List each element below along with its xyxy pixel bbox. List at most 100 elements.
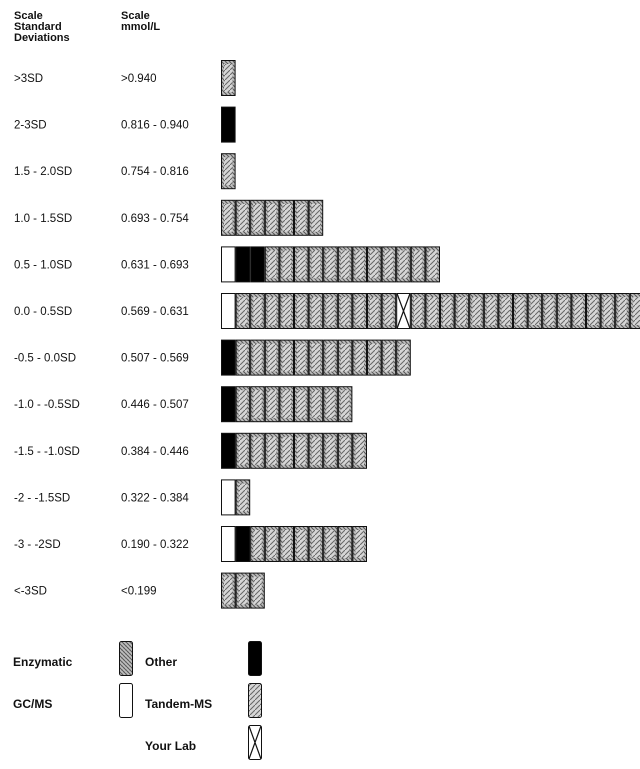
bar-segment-texture — [472, 297, 481, 325]
bar-segment-texture — [238, 390, 248, 419]
legend-enzymatic-swatch — [119, 641, 133, 676]
sd-tick-label: 1.5 - 2.0SD — [14, 166, 72, 178]
bar-segment-texture — [282, 203, 291, 232]
legend-other-label: Other — [145, 655, 178, 669]
bar-segment-texture — [311, 390, 321, 419]
bar-segment-texture — [297, 530, 306, 558]
bar-segment-texture — [326, 343, 335, 372]
range-tick-label: 0.322 - 0.384 — [121, 492, 189, 504]
bar-segment-other — [221, 386, 236, 423]
sd-tick-label: 0.5 - 1.0SD — [14, 259, 72, 271]
bar-segment-gcms — [221, 526, 236, 562]
bar-segment-texture — [282, 436, 291, 465]
bar-segment-gcms — [221, 479, 236, 516]
bar-segment-texture — [370, 250, 379, 279]
range-tick-label: 0.693 - 0.754 — [121, 213, 189, 225]
sd-column-header: Scale Standard Deviations — [14, 10, 70, 44]
range-tick-label: 0.190 - 0.322 — [121, 539, 189, 551]
legend-yourlab-cross — [248, 725, 262, 760]
bar-segment-other — [221, 339, 236, 376]
bar-segment-texture — [355, 343, 364, 372]
bar-segment-texture — [224, 576, 233, 605]
sd-tick-label: 1.0 - 1.5SD — [14, 213, 72, 225]
bar-segment-texture — [224, 64, 233, 92]
bar-segment-texture — [326, 297, 335, 325]
bar-segment-texture — [224, 203, 233, 232]
bar-segment-texture — [311, 203, 321, 232]
bar-segment-other — [235, 526, 251, 562]
bar-segment-texture — [486, 297, 496, 325]
bar-segment-texture — [340, 530, 350, 558]
bar-segment-texture — [355, 436, 364, 465]
bar-segment-texture — [311, 530, 321, 558]
conc-column-header: Scale mmol/L — [121, 10, 161, 33]
bar-segment-texture — [238, 203, 248, 232]
bar-segment-texture — [501, 297, 510, 325]
bar-segment-texture — [384, 343, 394, 372]
bar-segment-texture — [428, 297, 437, 325]
bar-segment-texture — [238, 576, 248, 605]
bar-segment-other — [221, 432, 236, 469]
bar-segment-texture — [457, 297, 467, 325]
bar-segment-texture — [238, 483, 248, 512]
bar-segment-texture — [238, 436, 248, 465]
bar-segment-texture — [311, 250, 321, 279]
bar-segment-texture — [530, 297, 540, 325]
bar-segment-texture — [253, 343, 262, 372]
legend-tandem-swatch — [248, 683, 262, 718]
bar-segment-gcms — [221, 246, 236, 283]
bar-segment-other — [235, 246, 251, 283]
range-tick-label: 0.507 - 0.569 — [121, 353, 189, 365]
bar-segment-texture — [238, 343, 248, 372]
your-lab-cross-mark — [396, 293, 411, 329]
bar-segment-texture — [282, 390, 291, 419]
bar-segment-texture — [413, 250, 423, 279]
bar-segment-texture — [297, 203, 306, 232]
bar-segment-texture — [326, 530, 335, 558]
bar-segment-texture — [574, 297, 583, 325]
bar-segment-texture — [311, 297, 321, 325]
sd-tick-label: -1.5 - -1.0SD — [14, 446, 80, 458]
bar-segment-texture — [253, 436, 262, 465]
range-tick-label: 0.446 - 0.507 — [121, 399, 189, 411]
bar-segment-texture — [297, 250, 306, 279]
sd-tick-label: -2 - -1.5SD — [14, 492, 70, 504]
bar-segment-texture — [253, 203, 262, 232]
sd-tick-label: 0.0 - 0.5SD — [14, 306, 72, 318]
bar-segment-texture — [340, 250, 350, 279]
bar-segment-texture — [282, 530, 291, 558]
legend-tandem-label: Tandem-MS — [145, 697, 213, 711]
bar-segment-texture — [267, 436, 277, 465]
bar-segment-texture — [413, 297, 423, 325]
bar-segment-texture — [618, 297, 627, 325]
bar-segment-texture — [340, 297, 350, 325]
bar-segment-texture — [297, 297, 306, 325]
bar-segment-texture — [297, 390, 306, 419]
bar-segment-texture — [340, 343, 350, 372]
bar-segment-texture — [224, 157, 233, 186]
bar-segment-texture — [253, 576, 262, 605]
bar-segment-other — [221, 106, 236, 143]
bar-segment-texture — [311, 343, 321, 372]
sd-tick-label: -3 - -2SD — [14, 539, 61, 551]
bar-segment-texture — [370, 297, 379, 325]
bar-segment-texture — [559, 297, 569, 325]
sd-tick-label: >3SD — [14, 73, 43, 85]
bar-segment-texture — [384, 297, 394, 325]
range-tick-label: 0.631 - 0.693 — [121, 259, 189, 271]
legend-gcms-label: GC/MS — [13, 697, 53, 711]
legend-yourlab-label: Your Lab — [145, 739, 197, 753]
bar-segment-texture — [384, 250, 394, 279]
sd-tick-label: <-3SD — [14, 586, 47, 598]
bar-segment-texture — [267, 390, 277, 419]
bar-segment-texture — [326, 436, 335, 465]
bar-segment-texture — [340, 436, 350, 465]
range-tick-label: 0.384 - 0.446 — [121, 446, 189, 458]
bar-segment-texture — [399, 250, 408, 279]
range-tick-label: 0.569 - 0.631 — [121, 306, 189, 318]
bar-segment-texture — [267, 530, 277, 558]
sd-tick-label: -1.0 - -0.5SD — [14, 399, 80, 411]
bar-segment-texture — [267, 203, 277, 232]
legend-enzymatic-label: Enzymatic — [13, 655, 73, 669]
